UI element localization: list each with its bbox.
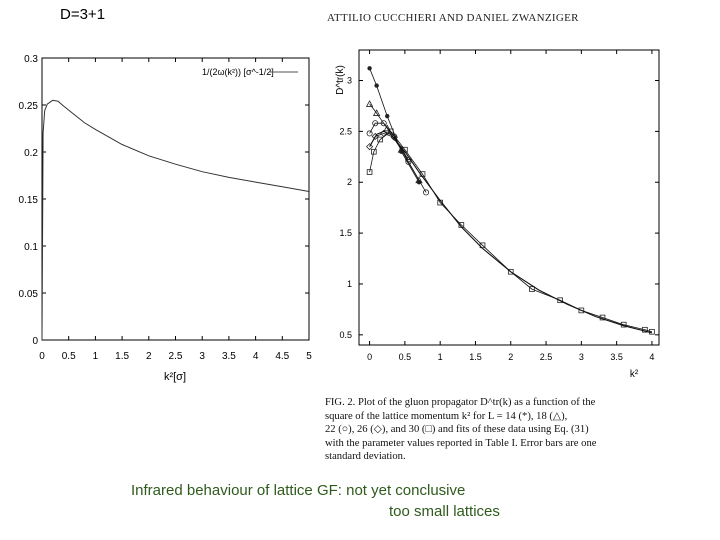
x-axis-label: k² xyxy=(630,369,639,380)
slide-title: D=3+1 xyxy=(60,6,106,23)
caption-line: 22 (○), 26 (◇), and 30 (□) and fits of t… xyxy=(325,424,589,436)
data-point-triangle xyxy=(383,124,391,132)
caption-line: square of the lattice momentum k² for L … xyxy=(325,410,568,422)
data-point-circle xyxy=(372,120,379,127)
caption-line: FIG. 2. Plot of the gluon propagator D^t… xyxy=(325,397,596,408)
data-point-circle xyxy=(423,189,430,196)
right-axes: 0 0.5 1 1.5 2 2.5 3 3.5 4 0.5 1 1.5 2 2.5 3 k² D^tr(k) xyxy=(335,49,660,380)
slide-note-line1: Infrared behaviour of lattice GF: not ye… xyxy=(131,482,466,499)
right-marks xyxy=(365,66,655,335)
y-tick-label: 0.2 xyxy=(24,148,38,159)
x-tick-label: 4 xyxy=(649,352,654,362)
figure-caption: FIG. 2. Plot of the gluon propagator D^t… xyxy=(325,396,665,464)
x-tick-label: 2 xyxy=(146,351,152,362)
data-point-square xyxy=(387,128,394,135)
x-tick-label: 1 xyxy=(438,352,443,362)
left-chart: 0 0.5 1 1.5 2 2.5 3 3.5 4 4.5 5 0 0.05 0.1 0.15 0.2 0.25… xyxy=(19,54,313,383)
y-tick-label: 0.25 xyxy=(19,101,39,112)
x-tick-label: 5 xyxy=(306,351,312,362)
x-axis-label: k²[σ] xyxy=(164,371,186,383)
y-tick-label: 1.5 xyxy=(339,228,352,238)
x-tick-label: 3.5 xyxy=(610,352,623,362)
x-tick-label: 4 xyxy=(253,351,259,362)
data-point-square xyxy=(366,169,373,175)
y-tick-label: 0.15 xyxy=(19,195,39,206)
left-axes: 0 0.5 1 1.5 2 2.5 3 3.5 4 4.5 5 0 0.05 0.1 0.15 0.2 0.25… xyxy=(19,54,313,383)
data-point-triangle xyxy=(372,109,381,116)
paper-header: ATTILIO CUCCHIERI AND DANIEL ZWANZIGER xyxy=(327,12,579,24)
x-tick-label: 4.5 xyxy=(275,351,289,362)
y-tick-label: 2.5 xyxy=(339,126,352,136)
data-point-star xyxy=(385,113,390,119)
x-tick-label: 3 xyxy=(199,351,205,362)
y-axis-label: D^tr(k) xyxy=(335,65,346,95)
data-point-star xyxy=(374,83,379,88)
data-point-square xyxy=(578,307,585,314)
data-point-square xyxy=(507,268,514,275)
y-tick-label: 0.05 xyxy=(19,289,39,300)
data-point-star xyxy=(416,180,422,185)
y-tick-label: 3 xyxy=(347,76,352,86)
caption-line: standard deviation. xyxy=(325,451,406,463)
series-line xyxy=(41,99,310,341)
caption-line: with the parameter values reported in Ta… xyxy=(325,437,597,449)
x-tick-label: 2.5 xyxy=(169,351,183,362)
data-point-star xyxy=(367,66,372,71)
left-marks xyxy=(41,99,310,341)
data-point-square xyxy=(642,326,648,333)
x-tick-label: 1.5 xyxy=(115,351,129,362)
y-tick-label: 0.3 xyxy=(24,54,38,65)
x-tick-label: 0.5 xyxy=(62,351,76,362)
data-point-square xyxy=(529,286,535,292)
data-point-circle xyxy=(366,130,373,137)
data-point-square xyxy=(371,148,377,155)
y-tick-label: 0.1 xyxy=(24,242,38,253)
legend-label: 1/(2ω(k²)) [σ^-1/2] xyxy=(202,67,274,77)
x-tick-label: 1 xyxy=(93,351,99,362)
x-tick-label: 0 xyxy=(367,352,372,362)
data-point-square xyxy=(649,328,655,335)
data-point-circle xyxy=(380,120,387,127)
series-line xyxy=(369,122,427,193)
x-tick-label: 0 xyxy=(39,351,45,362)
slide-note-line2: too small lattices xyxy=(389,503,500,520)
y-tick-label: 1 xyxy=(347,279,352,289)
data-point-square xyxy=(557,297,563,304)
plot-frame xyxy=(41,57,310,341)
data-point-triangle xyxy=(415,176,423,184)
x-tick-label: 2 xyxy=(508,352,513,362)
data-point-square xyxy=(377,136,383,143)
x-tick-label: 3 xyxy=(579,352,584,362)
data-point-triangle xyxy=(365,100,374,107)
y-tick-label: 0 xyxy=(32,336,38,347)
x-tick-label: 0.5 xyxy=(399,352,412,362)
series-line xyxy=(369,130,653,333)
x-tick-label: 2.5 xyxy=(540,352,553,362)
series-line xyxy=(369,130,653,334)
plot-frame xyxy=(358,49,660,346)
y-tick-label: 2 xyxy=(347,177,352,187)
y-tick-label: 0.5 xyxy=(339,330,352,340)
data-point-diamond xyxy=(366,143,374,151)
x-tick-label: 3.5 xyxy=(222,351,236,362)
data-point-diamond xyxy=(371,132,379,141)
x-tick-label: 1.5 xyxy=(469,352,482,362)
right-chart: 0 0.5 1 1.5 2 2.5 3 3.5 4 0.5 1 1.5 2 2.5 3 k² D^tr(k) xyxy=(335,49,660,380)
